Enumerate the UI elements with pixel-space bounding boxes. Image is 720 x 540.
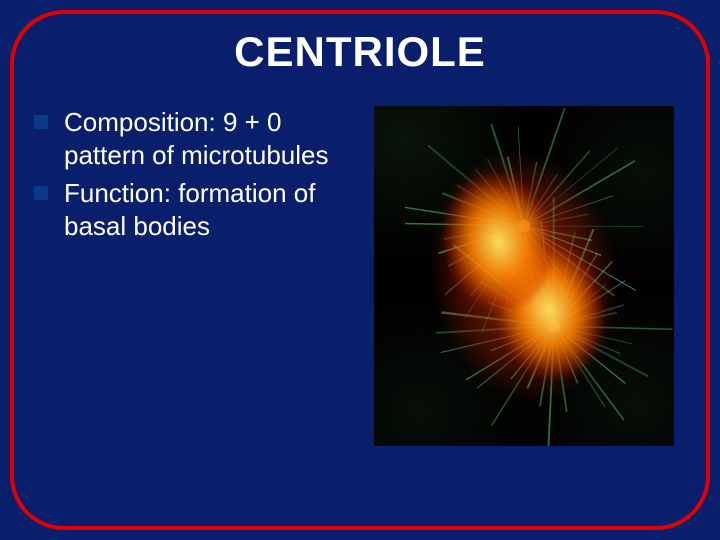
bullet-square-icon (34, 115, 48, 129)
bullet-item: Composition: 9 + 0 pattern of microtubul… (34, 106, 354, 171)
image-column (374, 106, 674, 446)
bullet-item: Function: formation of basal bodies (34, 177, 354, 242)
bullet-text: Composition: 9 + 0 pattern of microtubul… (64, 106, 354, 171)
slide-title: CENTRIOLE (14, 28, 706, 76)
bullet-text: Function: formation of basal bodies (64, 177, 354, 242)
slide-frame: CENTRIOLE Composition: 9 + 0 pattern of … (10, 10, 710, 530)
content-row: Composition: 9 + 0 pattern of microtubul… (14, 76, 706, 446)
centriole-micrograph (374, 106, 674, 446)
text-column: Composition: 9 + 0 pattern of microtubul… (34, 106, 354, 446)
bullet-square-icon (34, 186, 48, 200)
